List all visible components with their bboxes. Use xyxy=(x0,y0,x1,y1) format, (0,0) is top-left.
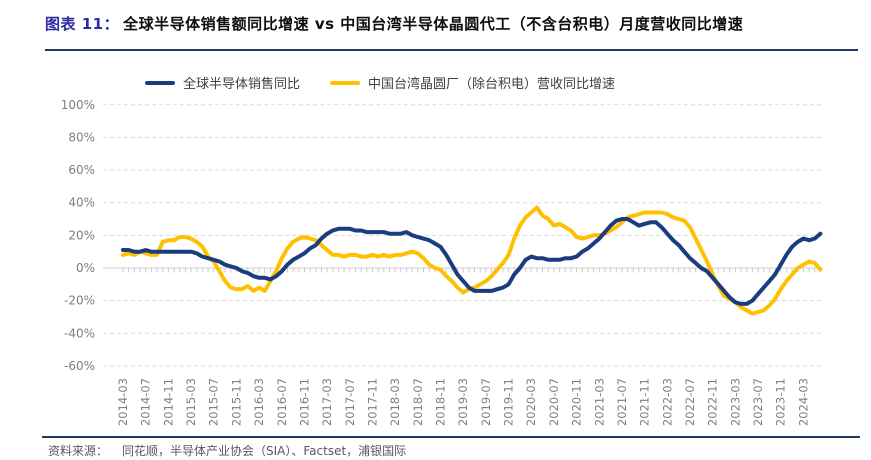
x-tick-label: 2019-11 xyxy=(502,378,516,426)
x-tick-label: 2020-07 xyxy=(547,378,561,426)
figure-title: 图表 11： 全球半导体销售额同比增速 vs 中国台湾半导体晶圆代工（不含台积电）… xyxy=(45,13,743,34)
x-tick-label: 2021-11 xyxy=(638,378,652,426)
y-tick-label: -20% xyxy=(64,294,95,308)
series-line-全球半导体销售同比 xyxy=(121,217,823,306)
y-tick-label: 20% xyxy=(68,228,95,242)
x-tick-label: 2020-11 xyxy=(570,378,584,426)
x-tick-label: 2024-03 xyxy=(796,378,810,426)
x-tick-label: 2016-03 xyxy=(252,378,266,426)
x-tick-label: 2023-07 xyxy=(751,378,765,426)
x-tick-label: 2017-03 xyxy=(320,378,334,426)
x-tick-label: 2014-07 xyxy=(139,378,153,426)
y-tick-label: 40% xyxy=(68,196,95,210)
x-tick-label: 2017-07 xyxy=(343,378,357,426)
bottom-divider xyxy=(42,436,860,438)
legend-swatch-blue xyxy=(145,80,175,85)
figure-number-label: 图表 11： xyxy=(45,15,120,33)
x-tick-label: 2015-07 xyxy=(207,378,221,426)
y-tick-label: -40% xyxy=(64,326,95,340)
chart-legend: 全球半导体销售同比 中国台湾晶圆厂（除台积电）营收同比增速 xyxy=(145,73,615,92)
x-tick-label: 2018-03 xyxy=(388,378,402,426)
x-tick-label: 2023-03 xyxy=(728,378,742,426)
figure-title-text: 全球半导体销售额同比增速 vs 中国台湾半导体晶圆代工（不含台积电）月度营收同比… xyxy=(123,15,744,33)
y-tick-label: -60% xyxy=(64,359,95,373)
x-tick-label: 2019-03 xyxy=(456,378,470,426)
x-tick-label: 2014-03 xyxy=(116,378,130,426)
gridlines xyxy=(103,104,823,367)
x-tick-label: 2020-03 xyxy=(524,378,538,426)
x-tick-label: 2017-11 xyxy=(365,378,379,426)
legend-label: 中国台湾晶圆厂（除台积电）营收同比增速 xyxy=(368,77,616,92)
legend-item-global-sales: 全球半导体销售同比 xyxy=(145,73,300,92)
x-tick-label: 2014-11 xyxy=(161,378,175,426)
y-tick-label: 80% xyxy=(68,130,95,144)
y-tick-label: 0% xyxy=(76,261,95,275)
x-tick-label: 2016-11 xyxy=(297,378,311,426)
top-divider xyxy=(45,49,858,51)
x-tick-label: 2022-11 xyxy=(706,378,720,426)
y-tick-label: 60% xyxy=(68,163,95,177)
legend-swatch-yellow xyxy=(330,80,361,85)
x-tick-label: 2016-07 xyxy=(275,378,289,426)
x-tick-label: 2022-03 xyxy=(660,378,674,426)
x-tick-label: 2019-07 xyxy=(479,378,493,426)
source-label: 资料来源： xyxy=(48,444,109,458)
source-line: 资料来源： 同花顺，半导体产业协会（SIA）、Factset，浦银国际 xyxy=(48,442,406,459)
x-tick-label: 2015-11 xyxy=(229,378,243,426)
axis-labels: 100% 80% 60% 40% 20% 0% -20% -40% -60% 2014-03 201… xyxy=(61,98,811,426)
legend-item-taiwan-foundry: 中国台湾晶圆厂（除台积电）营收同比增速 xyxy=(330,73,615,92)
y-tick-label: 100% xyxy=(61,98,95,112)
data-lines xyxy=(121,205,823,316)
x-tick-label: 2018-11 xyxy=(434,378,448,426)
x-tick-label: 2018-07 xyxy=(411,378,425,426)
x-tick-label: 2022-07 xyxy=(683,378,697,426)
x-tick-label: 2023-11 xyxy=(774,378,788,426)
x-tick-label: 2021-07 xyxy=(615,378,629,426)
legend-label: 全球半导体销售同比 xyxy=(183,77,301,92)
x-tick-label: 2015-03 xyxy=(184,378,198,426)
series-line-中国台湾晶圆厂（除台积电）营收同比增速 xyxy=(121,205,823,316)
source-text: 同花顺，半导体产业协会（SIA）、Factset，浦银国际 xyxy=(122,444,407,458)
x-tick-label: 2021-03 xyxy=(592,378,606,426)
